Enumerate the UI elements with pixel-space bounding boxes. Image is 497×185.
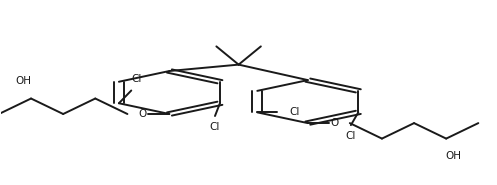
Text: Cl: Cl — [210, 122, 220, 132]
Text: Cl: Cl — [131, 74, 142, 84]
Text: OH: OH — [15, 76, 32, 86]
Text: Cl: Cl — [289, 107, 300, 117]
Text: O: O — [331, 118, 339, 128]
Text: OH: OH — [446, 151, 462, 161]
Text: Cl: Cl — [346, 132, 356, 142]
Text: O: O — [138, 109, 147, 119]
